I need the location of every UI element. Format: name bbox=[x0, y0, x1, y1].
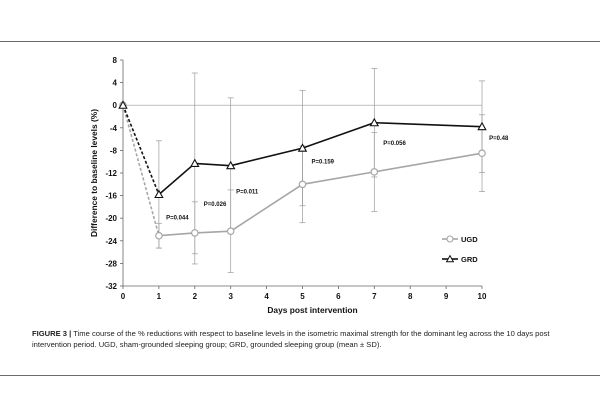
x-tick-label: 6 bbox=[336, 292, 341, 301]
y-tick-label: 4 bbox=[113, 79, 118, 88]
series-line-grd bbox=[158, 121, 483, 196]
line-chart: 8 4 0 -4 -8 -12 -16 -20 -24 -28 -32 0 1 2 3 4 5 6 7 8 9 10 P… bbox=[89, 56, 509, 315]
error-bars bbox=[155, 68, 485, 273]
point-grd bbox=[190, 158, 200, 167]
x-axis-label: Days post intervention bbox=[267, 305, 357, 315]
p-value-label: P=0.056 bbox=[383, 141, 406, 147]
point-ugd bbox=[191, 229, 199, 237]
series-lines bbox=[122, 104, 483, 237]
x-tick-label: 1 bbox=[157, 292, 162, 301]
legend-marker-grd bbox=[445, 254, 455, 263]
p-value-label: P=0.011 bbox=[236, 189, 259, 195]
y-tick-label: -12 bbox=[105, 169, 117, 178]
point-grd bbox=[154, 189, 164, 199]
p-value-label: P=0.026 bbox=[204, 202, 227, 208]
x-tick-label: 7 bbox=[372, 292, 377, 301]
figure-caption: FIGURE 3 | Time course of the % reductio… bbox=[32, 328, 572, 350]
point-ugd bbox=[478, 149, 486, 158]
x-tick-label: 10 bbox=[478, 292, 487, 301]
y-tick-label: -24 bbox=[105, 237, 117, 246]
y-tick-label: -4 bbox=[110, 124, 118, 133]
y-axis-label: Difference to baseline levels (%) bbox=[89, 109, 99, 237]
y-axis: 8 4 0 -4 -8 -12 -16 -20 -24 -28 -32 bbox=[105, 56, 482, 291]
legend-marker-ugd bbox=[446, 235, 454, 243]
caption-label: FIGURE 3 | bbox=[32, 329, 72, 338]
series-line-ugd bbox=[158, 152, 483, 237]
point-grd bbox=[369, 117, 380, 127]
point-grd bbox=[225, 160, 236, 170]
point-ugd bbox=[370, 168, 379, 176]
p-value-label: P=0.159 bbox=[311, 159, 334, 165]
y-tick-label: -28 bbox=[105, 259, 117, 268]
y-tick-label: -20 bbox=[105, 214, 117, 223]
caption-text: Time course of the % reductions with res… bbox=[32, 329, 550, 349]
y-tick-label: 8 bbox=[113, 56, 118, 65]
series-line-dashed-grd bbox=[122, 104, 160, 195]
y-tick-label: 0 bbox=[113, 101, 118, 110]
y-tick-label: -32 bbox=[105, 282, 117, 291]
point-grd bbox=[297, 143, 308, 152]
p-value-label: P=0.48 bbox=[489, 136, 509, 142]
legend-label-ugd: UGD bbox=[461, 235, 478, 244]
x-tick-label: 5 bbox=[300, 292, 305, 301]
y-tick-label: -16 bbox=[105, 192, 117, 201]
annotations: P=0.044 P=0.026 P=0.011 P=0.159 P=0.056 P=0.4… bbox=[166, 136, 509, 221]
point-ugd bbox=[226, 227, 235, 235]
top-rule bbox=[0, 41, 600, 42]
x-tick-label: 3 bbox=[228, 292, 233, 301]
x-tick-label: 8 bbox=[408, 292, 413, 301]
series-line-dashed-ugd bbox=[122, 104, 160, 236]
series-points bbox=[118, 100, 487, 240]
y-tick-label: -8 bbox=[110, 146, 118, 155]
point-grd bbox=[477, 121, 487, 131]
bottom-rule bbox=[0, 375, 600, 376]
point-ugd bbox=[155, 231, 163, 240]
x-tick-label: 9 bbox=[444, 292, 449, 301]
point-ugd bbox=[298, 180, 307, 189]
legend: UGD GRD bbox=[442, 235, 478, 264]
p-value-label: P=0.044 bbox=[166, 215, 189, 221]
x-tick-label: 4 bbox=[264, 292, 269, 301]
x-tick-label: 2 bbox=[193, 292, 198, 301]
legend-label-grd: GRD bbox=[461, 255, 478, 264]
point-grd bbox=[118, 100, 128, 109]
x-axis: 0 1 2 3 4 5 6 7 8 9 10 bbox=[121, 285, 487, 301]
x-tick-label: 0 bbox=[121, 292, 126, 301]
